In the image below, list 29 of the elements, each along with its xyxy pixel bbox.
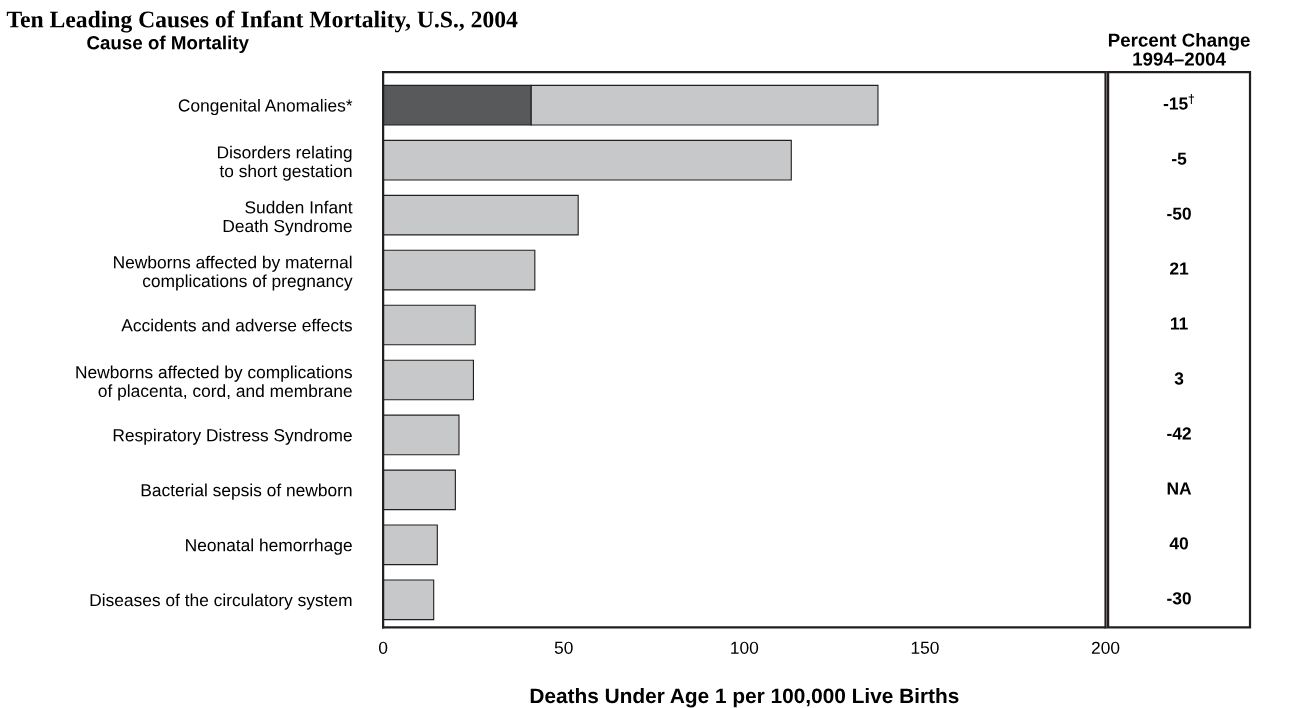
- text: -50: [1167, 207, 1191, 220]
- y-tick-label: Bacterial sepsis of newborn: [141, 483, 352, 500]
- text: -30: [1167, 592, 1191, 605]
- text: 11: [1170, 317, 1188, 330]
- y-axis-title: Cause of Mortality: [87, 35, 249, 54]
- y-tick-label: Newborns affected by complications of placenta, cord, and membrane: [76, 365, 352, 401]
- y-tick-label: Diseases of the circulatory system: [90, 593, 352, 610]
- y-tick-label: Neonatal hemorrhage: [186, 538, 352, 555]
- text: -5: [1172, 152, 1187, 165]
- text: 40: [1169, 537, 1188, 550]
- text: -42: [1167, 427, 1191, 440]
- text: 3: [1174, 372, 1184, 385]
- text: -15$^{†}$: [1163, 94, 1195, 110]
- x-tick-label: 0: [378, 641, 388, 654]
- y-tick-label: Accidents and adverse effects: [121, 318, 352, 332]
- y-tick-label: Newborns affected by maternal complications of pregnancy: [114, 255, 353, 291]
- y-tick-label: Respiratory Distress Syndrome: [113, 428, 352, 445]
- y-tick-label: Disorders relating to short gestation: [217, 145, 352, 181]
- y-tick-label: Sudden Infant Death Syndrome: [223, 200, 353, 236]
- text: NA: [1167, 482, 1192, 495]
- x-axis-title: Deaths Under Age 1 per 100,000 Live Births: [530, 687, 959, 708]
- chart-title: Ten Leading Causes of Infant Mortality, U.S., 2004: [6, 10, 518, 33]
- x-tick-label: 150: [911, 641, 939, 654]
- y-tick-label: Congenital Anomalies*: [178, 98, 353, 116]
- x-tick-label: 200: [1091, 641, 1120, 654]
- x-tick-label: 100: [731, 641, 759, 654]
- text: Percent Change 1994–2004: [1108, 32, 1250, 66]
- x-tick-label: 50: [554, 641, 573, 654]
- text: 21: [1170, 262, 1189, 275]
